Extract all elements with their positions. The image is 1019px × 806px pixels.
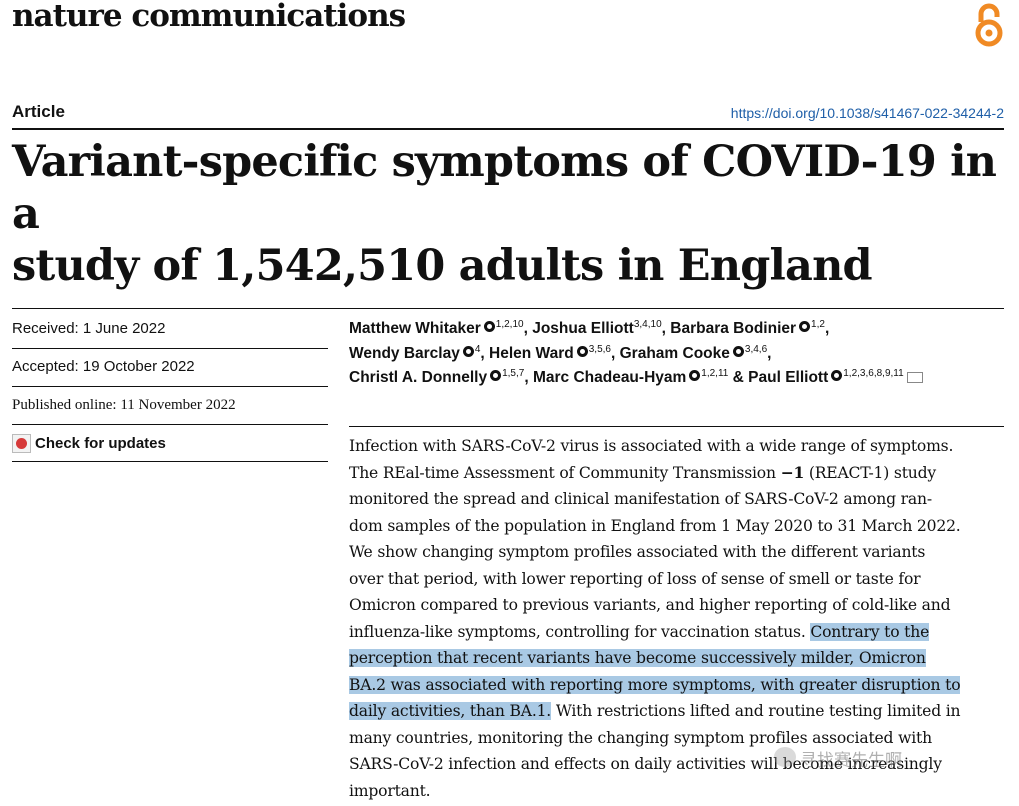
abstract-line: over that period, with lower reporting o… (349, 566, 1009, 593)
author[interactable]: Joshua Elliott3,4,10 (532, 319, 662, 338)
author-name: Barbara Bodinier (670, 320, 797, 337)
abstract-text: Omicron compared to previous variants, a… (349, 596, 951, 614)
abstract-line: The REal-time Assessment of Community Tr… (349, 460, 1009, 487)
author-affiliations: 1,2,11 (701, 368, 729, 379)
abstract-divider (349, 426, 1004, 427)
title-line: study of 1,542,510 adults in England (12, 241, 873, 291)
abstract-line: SARS-CoV-2 infection and effects on dail… (349, 751, 1009, 778)
top-divider (12, 128, 1004, 130)
author-affiliations: 3,5,6 (588, 343, 611, 355)
orcid-icon[interactable] (689, 370, 701, 381)
abstract: Infection with SARS-CoV-2 virus is assoc… (349, 433, 1009, 804)
abstract-text: influenza-like symptoms, controlling for… (349, 622, 811, 641)
abstract-text: over that period, with lower reporting o… (349, 569, 921, 588)
abstract-text: many countries, monitoring the changing … (349, 728, 932, 747)
author-list: Matthew Whitaker 1,2,10, Joshua Elliott3,… (349, 317, 1009, 391)
meta-divider (12, 386, 328, 387)
abstract-text: With restrictions lifted and routine tes… (551, 702, 961, 720)
highlighted-text: perception that recent variants have bec… (349, 649, 926, 667)
author-affiliations: 1,5,7 (502, 368, 525, 379)
highlighted-text: daily activities, than BA.1. (349, 702, 552, 720)
author-name: Graham Cooke (619, 344, 730, 362)
article-type: Article (12, 102, 65, 121)
received-date: Received: 1 June 2022 (12, 320, 166, 337)
abstract-text: important. (349, 781, 431, 800)
published-date: Published online: 11 November 2022 (12, 397, 236, 413)
author-name: Christl A. Donnelly (349, 369, 488, 386)
abstract-line: BA.2 was associated with reporting more … (349, 672, 1009, 699)
abstract-line: many countries, monitoring the changing … (349, 725, 1009, 752)
journal-name: nature communications (12, 0, 406, 34)
abstract-line: daily activities, than BA.1. With restri… (349, 698, 1009, 725)
abstract-text: (REACT-1) study (804, 463, 937, 482)
abstract-text: We show changing symptom profiles associ… (349, 543, 926, 561)
orcid-icon[interactable] (483, 321, 495, 332)
title-line: Variant-specific symptoms of COVID-19 in… (12, 137, 997, 239)
mail-icon[interactable] (906, 372, 923, 383)
author-affiliations: 3,4,6 (744, 343, 768, 355)
author-name: Helen Ward (489, 344, 574, 362)
author[interactable]: Matthew Whitaker 1,2,10 (349, 319, 524, 338)
abstract-line: perception that recent variants have bec… (349, 645, 1009, 672)
abstract-line: influenza-like symptoms, controlling for… (349, 619, 1009, 646)
meta-divider (12, 348, 328, 349)
orcid-icon[interactable] (462, 345, 474, 357)
author-name: Paul Elliott (748, 369, 829, 386)
watermark: 寻找赛先生啊 (800, 751, 902, 771)
author-affiliations: 1,2,10 (495, 319, 524, 330)
author-affiliations: 3,4,10 (633, 319, 662, 330)
author[interactable]: Marc Chadeau-Hyam 1,2,11 (532, 368, 729, 387)
orcid-icon[interactable] (576, 345, 588, 357)
abstract-text: monitored the spread and clinical manife… (349, 490, 932, 508)
abstract-text: SARS-CoV-2 infection and effects on dail… (349, 755, 942, 773)
abstract-line: We show changing symptom profiles associ… (349, 539, 1009, 566)
check-updates-icon[interactable] (12, 434, 31, 453)
author[interactable]: Helen Ward 3,5,6 (489, 343, 611, 362)
author-affiliations: 1,2,3,6,8,9,11 (843, 368, 904, 379)
abstract-line: dom samples of the population in England… (349, 513, 1009, 540)
abstract-text: dom samples of the population in England… (349, 516, 961, 535)
section-divider (12, 308, 1004, 309)
author[interactable]: Barbara Bodinier 1,2 (670, 319, 825, 338)
orcid-icon[interactable] (732, 345, 744, 357)
article-title: Variant-specific symptoms of COVID-19 in… (12, 136, 1012, 292)
author[interactable]: Wendy Barclay 4 (349, 343, 481, 362)
abstract-text: −1 (780, 462, 805, 482)
author-affiliations: 4 (474, 343, 481, 355)
author-name: Wendy Barclay (349, 344, 460, 362)
abstract-text: The REal-time Assessment of Community Tr… (349, 463, 781, 482)
author[interactable]: Paul Elliott 1,2,3,6,8,9,11 (748, 368, 904, 387)
author-affiliations: 1,2 (811, 319, 825, 330)
abstract-text: Infection with SARS-CoV-2 virus is assoc… (349, 437, 954, 455)
meta-divider (12, 424, 328, 425)
author-name: Matthew Whitaker (349, 320, 481, 337)
author[interactable]: Christl A. Donnelly 1,5,7 (349, 368, 525, 387)
watermark-icon (774, 747, 796, 767)
accepted-date: Accepted: 19 October 2022 (12, 358, 195, 375)
author-name: Marc Chadeau-Hyam (532, 369, 687, 386)
abstract-line: Infection with SARS-CoV-2 virus is assoc… (349, 433, 1009, 460)
abstract-line: Omicron compared to previous variants, a… (349, 592, 1009, 619)
abstract-line: monitored the spread and clinical manife… (349, 486, 1009, 513)
doi-link[interactable]: https://doi.org/10.1038/s41467-022-34244… (730, 105, 1004, 121)
highlighted-text: BA.2 was associated with reporting more … (349, 675, 961, 694)
highlighted-text: Contrary to the (810, 622, 930, 641)
orcid-icon[interactable] (799, 321, 811, 332)
author-name: Joshua Elliott (532, 320, 634, 337)
meta-divider (12, 461, 328, 462)
abstract-line: important. (349, 778, 1009, 805)
open-access-icon (975, 3, 1003, 47)
author[interactable]: Graham Cooke 3,4,6 (619, 343, 768, 362)
orcid-icon[interactable] (490, 370, 502, 381)
check-for-updates-link[interactable]: Check for updates (35, 435, 166, 452)
orcid-icon[interactable] (831, 370, 843, 381)
